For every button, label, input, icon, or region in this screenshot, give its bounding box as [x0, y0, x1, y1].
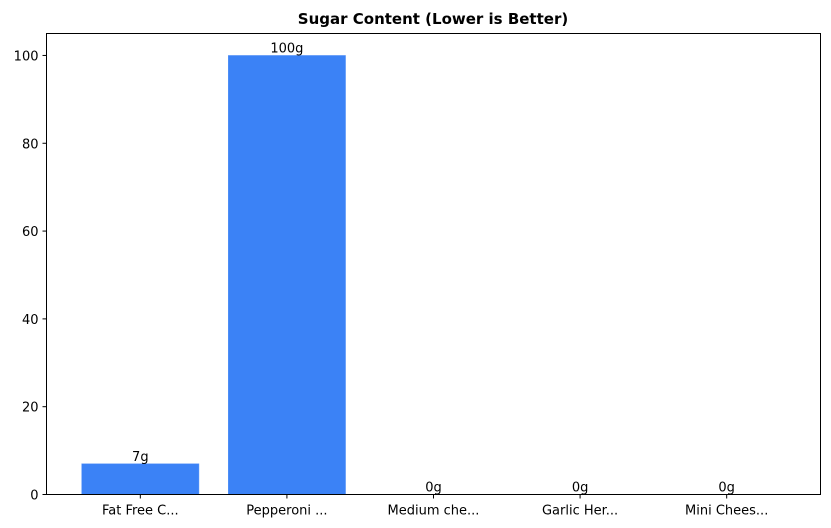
- y-tick-label: 80: [22, 137, 39, 152]
- x-tick-label: Pepperoni ...: [246, 504, 327, 519]
- data-label: 100g: [270, 41, 303, 56]
- bar: [228, 55, 346, 495]
- data-label: 0g: [572, 481, 589, 496]
- x-tick-label: Mini Chees...: [685, 504, 768, 519]
- x-tick-label: Garlic Her...: [542, 504, 618, 519]
- y-tick-label: 60: [22, 225, 39, 240]
- data-label: 0g: [425, 481, 442, 496]
- data-label: 7g: [132, 450, 149, 465]
- bar: [81, 463, 200, 495]
- y-tick-label: 100: [14, 49, 39, 64]
- x-tick-label: Medium che...: [388, 504, 480, 519]
- y-tick-label: 40: [22, 313, 39, 328]
- chart-title: Sugar Content (Lower is Better): [298, 10, 568, 28]
- data-label: 0g: [718, 481, 735, 496]
- y-tick-label: 0: [30, 489, 38, 504]
- y-tick-label: 20: [22, 401, 39, 416]
- plot-frame: [46, 33, 821, 495]
- x-tick-label: Fat Free C...: [102, 504, 179, 519]
